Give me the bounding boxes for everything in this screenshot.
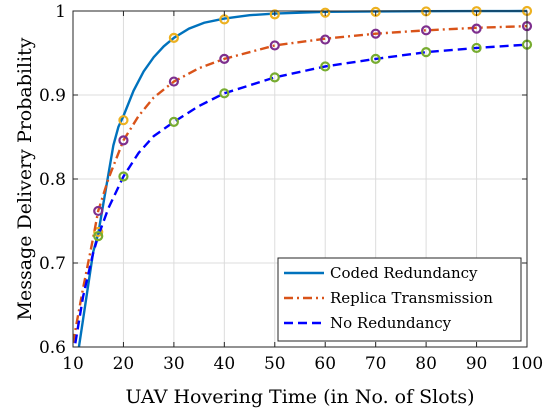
data-point [269,9,280,20]
series-line [73,43,527,347]
x-tick-label: 60 [314,354,336,374]
data-point [118,115,129,126]
data-point [370,53,381,64]
x-tick-label: 90 [466,354,488,374]
data-point [269,40,280,51]
x-tick-label: 10 [62,354,84,374]
x-tick-label: 70 [365,354,387,374]
x-tick-label: 100 [511,354,543,374]
y-tick-label: 0.6 [39,338,66,358]
y-tick-label: 0.9 [39,86,66,106]
legend-label: No Redundancy [330,314,452,332]
legend-label: Replica Transmission [330,289,493,307]
data-point [168,32,179,43]
x-tick-label: 20 [113,354,135,374]
y-axis-label: Message Delivery Probability [14,37,36,320]
x-tick-label: 40 [214,354,236,374]
series-1 [73,21,533,344]
y-tick-label: 0.7 [39,254,66,274]
data-point [93,205,104,217]
data-point [118,135,129,146]
series-2 [73,39,533,347]
data-point [168,116,179,127]
x-tick-label: 80 [415,354,437,374]
data-point [118,171,129,182]
data-point [320,7,331,18]
data-point [370,28,381,39]
legend-label: Coded Redundancy [330,264,478,282]
legend: Coded Redundancy Replica Transmission No R… [277,257,522,342]
series-line [73,24,527,344]
plot-series [73,5,533,347]
x-tick-label: 50 [264,354,286,374]
x-axis-label: UAV Hovering Time (in No. of Slots) [125,386,474,408]
axis-ticks: 10 20 30 40 50 60 70 80 90 100 0.6 0.7 0.8 0.9 1 [39,2,543,374]
data-point [93,231,104,242]
data-point [471,42,482,54]
data-point [421,47,432,58]
y-tick-label: 0.8 [39,170,66,190]
y-tick-label: 1 [55,2,66,22]
data-point [269,72,280,83]
data-point [471,23,482,34]
data-point [421,25,432,36]
data-point [219,88,230,99]
data-point [168,76,179,87]
data-point [219,53,230,64]
data-point [320,34,331,45]
data-point [320,61,331,72]
x-tick-label: 30 [163,354,185,374]
data-point [93,226,104,238]
